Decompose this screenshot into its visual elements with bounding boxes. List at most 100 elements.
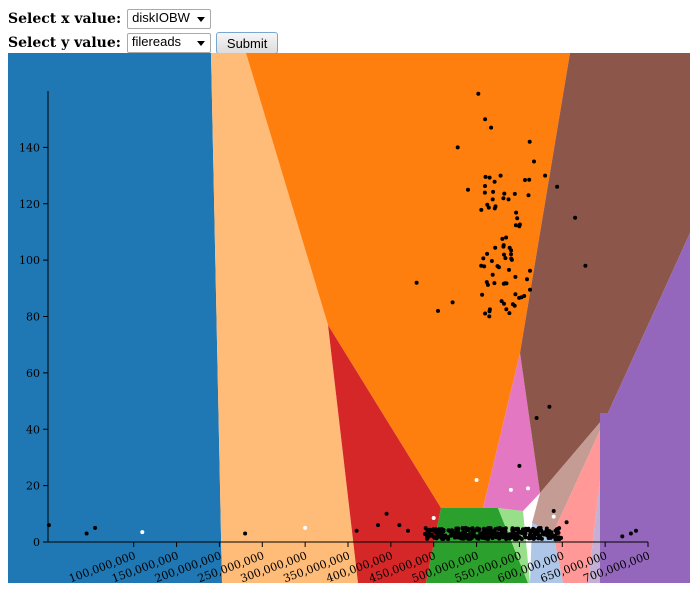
data-point <box>476 91 481 96</box>
data-point <box>510 302 515 307</box>
data-point <box>528 287 532 292</box>
voronoi-region <box>553 413 608 583</box>
data-point <box>620 534 625 539</box>
centroid-point <box>551 514 556 519</box>
data-point <box>468 531 473 536</box>
data-point <box>488 529 493 534</box>
data-point <box>450 533 454 538</box>
data-point <box>489 125 494 130</box>
data-point <box>397 523 402 528</box>
data-point <box>509 248 514 253</box>
data-point <box>487 309 492 314</box>
data-point <box>519 295 524 300</box>
x-value-select[interactable]: diskIOBW <box>127 9 212 29</box>
data-point <box>573 215 578 220</box>
data-point <box>426 534 431 539</box>
y-value-text: filereads <box>131 34 182 49</box>
data-point <box>384 511 389 516</box>
voronoi-region <box>532 413 608 533</box>
data-point <box>427 527 432 532</box>
data-point <box>453 533 458 538</box>
y-tick-label: 120 <box>19 198 40 211</box>
data-point <box>555 184 560 189</box>
data-point <box>477 527 482 532</box>
data-point <box>483 311 488 316</box>
data-point <box>490 272 495 277</box>
data-point <box>508 535 513 540</box>
data-point <box>480 292 485 297</box>
data-point <box>493 527 498 531</box>
data-point <box>514 210 519 215</box>
data-point <box>514 537 519 542</box>
data-point <box>465 526 470 531</box>
data-point <box>460 526 465 530</box>
data-point <box>487 314 492 319</box>
data-point <box>506 197 511 202</box>
data-point <box>482 264 487 269</box>
data-point <box>442 533 447 538</box>
data-point <box>84 531 89 536</box>
voronoi-region <box>600 233 690 583</box>
data-point <box>634 528 638 533</box>
voronoi-region <box>8 53 222 583</box>
data-point <box>482 190 487 195</box>
data-point <box>513 274 518 279</box>
data-points <box>46 91 638 542</box>
data-point <box>483 184 487 188</box>
y-value-select[interactable]: filereads <box>126 33 211 53</box>
data-point <box>483 535 488 540</box>
data-point <box>502 301 506 306</box>
data-point <box>502 191 507 196</box>
data-point <box>532 532 537 537</box>
data-point <box>536 532 541 537</box>
data-point <box>503 256 508 261</box>
data-point <box>551 509 556 513</box>
data-point <box>547 404 552 409</box>
voronoi-regions <box>8 53 690 583</box>
scatter-chart: 020406080100120140100,000,000150,000,000… <box>8 53 690 583</box>
data-point <box>497 531 502 536</box>
data-point <box>480 531 485 536</box>
data-point <box>485 282 490 287</box>
data-point <box>583 263 588 268</box>
y-tick-label: 140 <box>19 141 40 154</box>
data-point <box>493 245 498 250</box>
data-point <box>507 311 512 316</box>
centroid-point <box>526 486 530 491</box>
data-point <box>516 529 521 533</box>
data-point <box>557 526 562 531</box>
data-point <box>441 528 446 532</box>
x-value-text: diskIOBW <box>132 10 190 25</box>
data-point <box>466 187 470 192</box>
data-point <box>499 299 504 304</box>
data-point <box>492 281 497 286</box>
data-point <box>504 537 509 542</box>
data-point <box>527 139 532 144</box>
data-point <box>544 526 549 531</box>
data-point <box>469 536 474 540</box>
submit-button[interactable]: Submit <box>215 32 279 54</box>
data-point <box>437 527 441 532</box>
data-point <box>500 236 505 241</box>
data-point <box>520 529 525 534</box>
data-point <box>517 463 522 468</box>
chevron-down-icon <box>196 41 205 46</box>
data-point <box>543 173 548 178</box>
data-point <box>487 175 492 180</box>
data-point <box>553 528 558 533</box>
data-point <box>504 307 509 312</box>
data-point <box>517 224 522 229</box>
data-point <box>502 252 506 257</box>
data-point <box>513 292 518 297</box>
voronoi-region <box>211 53 358 583</box>
data-point <box>509 257 514 262</box>
data-point <box>494 535 499 540</box>
data-point <box>523 526 528 531</box>
controls-panel: Select x value: diskIOBW Select y value:… <box>8 8 279 56</box>
data-point <box>527 177 532 182</box>
data-point <box>446 535 451 540</box>
data-point <box>482 526 486 531</box>
data-point <box>528 268 532 273</box>
data-point <box>483 174 488 179</box>
data-point <box>474 534 479 539</box>
